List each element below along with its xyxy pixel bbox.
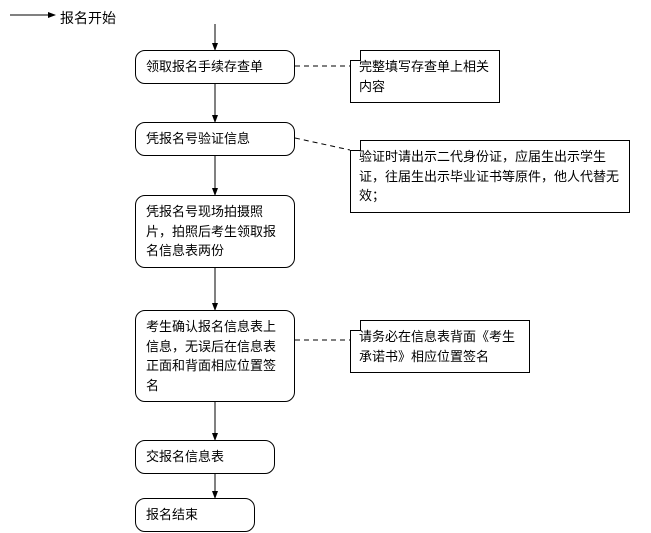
process-step-1: 领取报名手续存查单 xyxy=(135,50,295,84)
annotation-1: 完整填写存查单上相关内容 xyxy=(350,50,500,103)
annotation-2: 验证时请出示二代身份证，应届生出示学生证，往届生出示毕业证书等原件，他人代替无效… xyxy=(350,140,630,213)
connector-layer xyxy=(0,0,651,533)
flowchart-canvas: 报名开始 领取报名手续存查单 凭报名号验证信息 凭报名号现场拍摄照片，拍照后考生… xyxy=(0,0,651,533)
start-label: 报名开始 xyxy=(60,8,116,28)
annotation-3: 请务必在信息表背面《考生承诺书》相应位置签名 xyxy=(350,320,530,373)
process-step-3: 凭报名号现场拍摄照片，拍照后考生领取报名信息表两份 xyxy=(135,195,295,268)
process-end: 报名结束 xyxy=(135,498,255,532)
process-step-5: 交报名信息表 xyxy=(135,440,275,474)
process-step-4: 考生确认报名信息表上信息，无误后在信息表正面和背面相应位置签名 xyxy=(135,310,295,402)
process-step-2: 凭报名号验证信息 xyxy=(135,122,295,156)
